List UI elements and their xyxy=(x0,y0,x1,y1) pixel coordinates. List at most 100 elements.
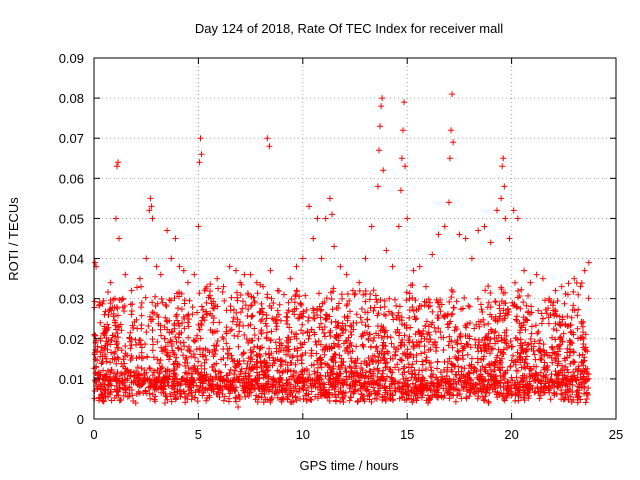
data-point xyxy=(359,341,366,348)
data-point xyxy=(149,372,156,379)
data-point xyxy=(498,195,505,202)
data-point xyxy=(175,345,182,352)
data-point xyxy=(372,344,379,351)
data-point xyxy=(106,391,113,398)
data-point xyxy=(538,377,545,384)
data-point xyxy=(408,387,415,394)
chart-title: Day 124 of 2018, Rate Of TEC Index for r… xyxy=(195,21,503,36)
data-point xyxy=(548,354,555,361)
data-point xyxy=(241,271,248,278)
data-point xyxy=(171,322,178,329)
data-point xyxy=(405,383,412,390)
data-point xyxy=(288,399,295,406)
data-point xyxy=(486,340,493,347)
data-point xyxy=(347,329,354,336)
data-point xyxy=(329,391,336,398)
data-point xyxy=(432,348,439,355)
data-point xyxy=(380,342,387,349)
data-point xyxy=(475,386,482,393)
data-point xyxy=(216,394,223,401)
data-point xyxy=(248,313,255,320)
data-point xyxy=(567,393,574,400)
data-point xyxy=(300,308,307,315)
data-point xyxy=(269,315,276,322)
data-point xyxy=(526,378,533,385)
data-point xyxy=(563,375,570,382)
data-point xyxy=(282,367,289,374)
data-point xyxy=(423,318,430,325)
data-point xyxy=(245,339,252,346)
data-point xyxy=(199,392,206,399)
data-point xyxy=(147,395,154,402)
data-point xyxy=(436,304,443,311)
data-point xyxy=(364,329,371,336)
data-point xyxy=(197,383,204,390)
data-point xyxy=(315,338,322,345)
data-point xyxy=(128,342,135,349)
data-point xyxy=(248,349,255,356)
data-point xyxy=(475,376,482,383)
data-point xyxy=(393,346,400,353)
data-point xyxy=(128,368,135,375)
data-point xyxy=(501,315,508,322)
data-point xyxy=(358,391,365,398)
data-point xyxy=(305,391,312,398)
data-point xyxy=(492,373,499,380)
data-point xyxy=(346,297,353,304)
data-point xyxy=(160,377,167,384)
data-point xyxy=(458,364,465,371)
data-point xyxy=(367,368,374,375)
data-point xyxy=(458,340,465,347)
data-point xyxy=(158,295,165,302)
data-point xyxy=(315,290,322,297)
data-point xyxy=(568,314,575,321)
data-point xyxy=(172,333,179,340)
data-point xyxy=(263,334,270,341)
y-tick-labels: 0 0.01 0.02 0.03 0.04 0.05 0.06 0.07 0.08 0.09 xyxy=(59,51,84,427)
data-point xyxy=(353,311,360,318)
data-point xyxy=(336,398,343,405)
data-point xyxy=(176,263,183,270)
data-point xyxy=(521,267,528,274)
data-point xyxy=(99,380,106,387)
data-point xyxy=(445,324,452,331)
data-point xyxy=(525,386,532,393)
data-point xyxy=(473,321,480,328)
data-point xyxy=(314,306,321,313)
data-point xyxy=(563,380,570,387)
data-point xyxy=(259,368,266,375)
data-point xyxy=(425,347,432,354)
data-point xyxy=(410,267,417,274)
data-point xyxy=(233,289,240,296)
data-point xyxy=(117,321,124,328)
data-point xyxy=(577,283,584,290)
data-point xyxy=(542,378,549,385)
data-point xyxy=(222,361,229,368)
x-tick-label: 20 xyxy=(504,427,518,442)
data-point xyxy=(429,308,436,315)
data-point xyxy=(342,327,349,334)
data-point xyxy=(508,343,515,350)
data-point xyxy=(368,356,375,363)
data-point xyxy=(184,346,191,353)
data-point xyxy=(164,396,171,403)
data-point xyxy=(269,381,276,388)
data-point xyxy=(311,331,318,338)
data-point xyxy=(236,361,243,368)
data-point xyxy=(295,315,302,322)
data-point xyxy=(138,283,145,290)
data-point xyxy=(418,303,425,310)
data-point xyxy=(221,297,228,304)
data-point xyxy=(107,300,114,307)
data-point xyxy=(548,344,555,351)
data-point xyxy=(449,91,456,98)
data-point xyxy=(254,290,261,297)
data-point xyxy=(365,323,372,330)
data-point xyxy=(561,372,568,379)
data-point xyxy=(437,297,444,304)
data-point xyxy=(163,303,170,310)
data-point xyxy=(122,343,129,350)
data-point xyxy=(551,312,558,319)
data-point xyxy=(535,307,542,314)
data-point xyxy=(454,392,461,399)
